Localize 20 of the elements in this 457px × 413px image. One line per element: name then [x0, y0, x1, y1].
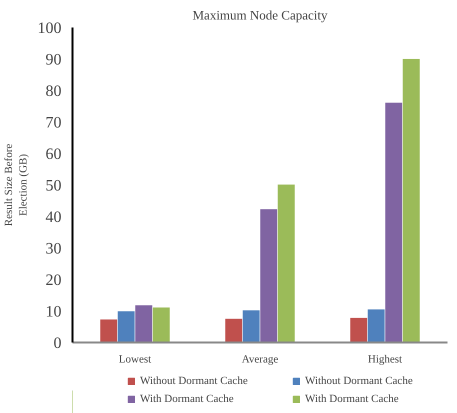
x-tick-label: Average: [242, 354, 278, 366]
y-tick-label: 70: [46, 114, 62, 132]
y-tick-label: 30: [46, 240, 62, 258]
chart-title: Maximum Node Capacity: [192, 8, 328, 22]
y-tick-label: 40: [46, 209, 62, 226]
y-tick-label: 10: [46, 304, 62, 320]
legend-label: With Dormant Cache: [305, 393, 399, 405]
y-tick-label: 50: [46, 178, 62, 194]
y-tick-label: 80: [46, 83, 62, 100]
legend-label: Without Dormant Cache: [305, 375, 413, 387]
legend-label: Without Dormant Cache: [140, 375, 248, 387]
y-tick-label: 90: [46, 52, 62, 68]
x-tick-label: Lowest: [118, 354, 152, 366]
y-tick-label: 100: [38, 20, 62, 37]
y-axis-title: Result Size Before Election (GB): [3, 144, 30, 226]
x-tick-label: Highest: [368, 354, 402, 366]
legend-label: With Dormant Cache: [140, 393, 234, 405]
y-tick-label: 20: [46, 272, 62, 289]
y-tick-label: 0: [54, 335, 62, 352]
y-tick-label: 60: [46, 146, 62, 163]
